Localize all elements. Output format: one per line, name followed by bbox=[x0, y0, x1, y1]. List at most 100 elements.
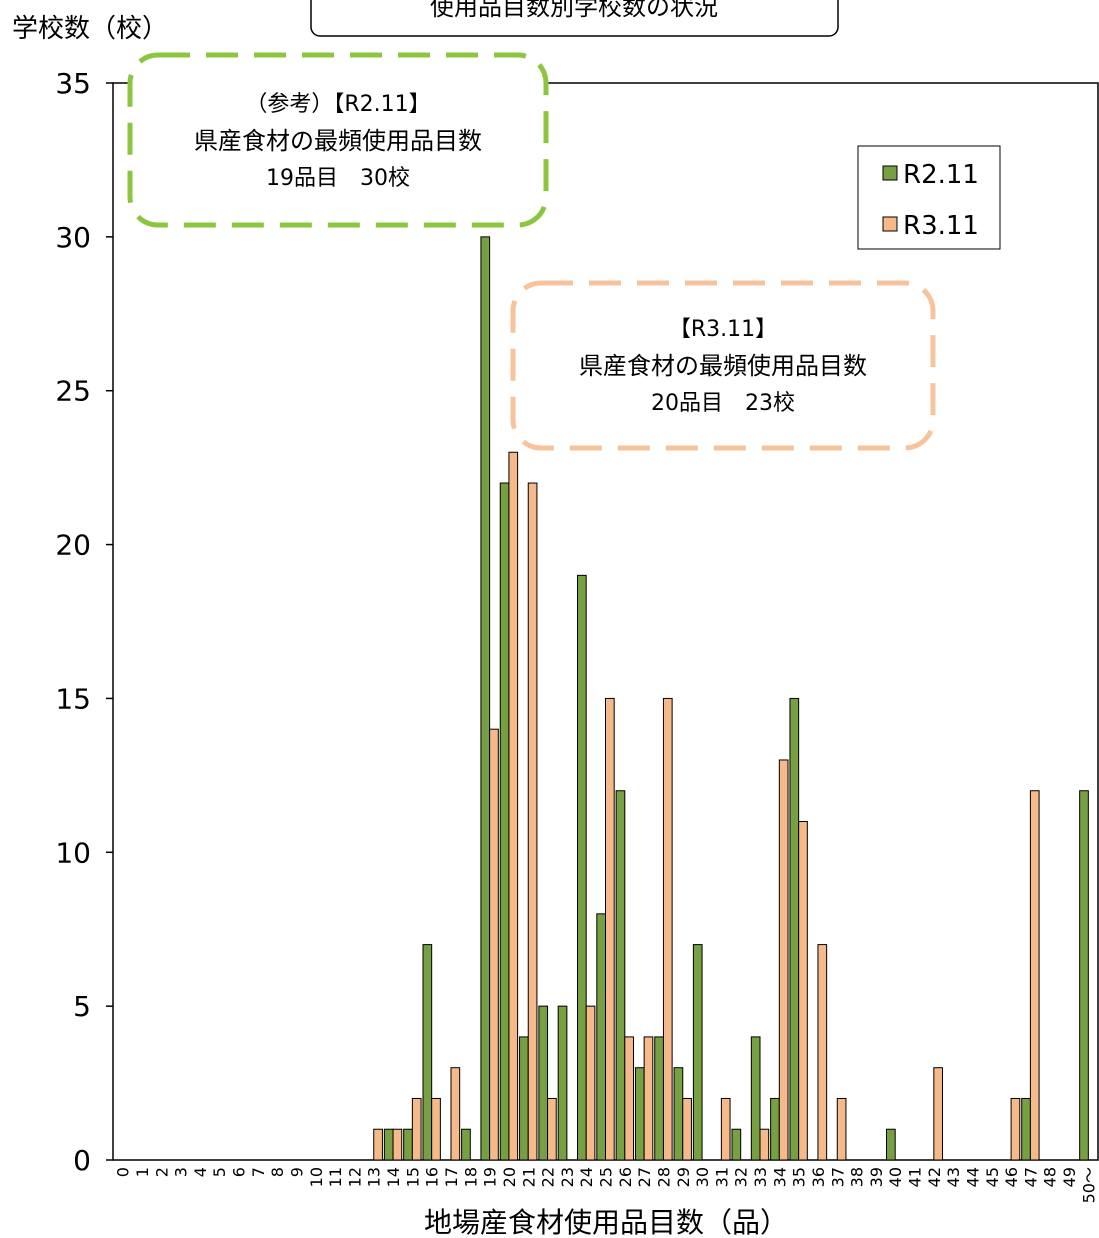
x-tick-label: 39 bbox=[867, 1167, 886, 1187]
bar bbox=[489, 728, 499, 1161]
bar bbox=[480, 236, 491, 1161]
annotation-r3-line3: 20品目 23校 bbox=[651, 391, 795, 416]
x-tick-label: 16 bbox=[423, 1167, 442, 1187]
x-tick-label: 33 bbox=[751, 1167, 770, 1187]
bar bbox=[383, 1128, 394, 1161]
x-tick-label: 10 bbox=[307, 1167, 326, 1187]
annotation-r2-line1: （参考）【R2.11】 bbox=[245, 92, 431, 117]
bar bbox=[731, 1128, 742, 1161]
legend-label-r3: R3.11 bbox=[903, 211, 979, 241]
x-tick-label: 30 bbox=[693, 1167, 712, 1187]
x-tick-label: 12 bbox=[345, 1167, 364, 1187]
bar bbox=[508, 451, 519, 1161]
x-tick-label: 0 bbox=[114, 1167, 133, 1177]
x-tick-label: 34 bbox=[770, 1167, 789, 1187]
bar bbox=[615, 790, 626, 1161]
annotation-r2-line3: 19品目 30校 bbox=[266, 166, 410, 191]
x-tick-label: 1 bbox=[133, 1167, 152, 1177]
annotation-r2: （参考）【R2.11】 県産食材の最頻使用品目数 19品目 30校 bbox=[130, 86, 546, 197]
x-tick-label: 41 bbox=[906, 1167, 925, 1187]
y-tick-label: 35 bbox=[55, 67, 91, 100]
bar bbox=[450, 1067, 461, 1161]
x-tick-label: 6 bbox=[230, 1167, 249, 1177]
annotation-r3-line1: 【R3.11】 bbox=[668, 317, 778, 342]
bar bbox=[750, 1036, 761, 1161]
annotation-box-r2 bbox=[127, 52, 549, 228]
x-tick-label: 36 bbox=[809, 1167, 828, 1187]
legend-label-r2: R2.11 bbox=[903, 160, 979, 190]
y-tick-label: 5 bbox=[73, 990, 91, 1023]
x-tick-label: 21 bbox=[519, 1167, 538, 1187]
bar bbox=[778, 759, 789, 1161]
bar bbox=[403, 1128, 413, 1161]
x-tick-label: 26 bbox=[616, 1167, 635, 1187]
x-tick-label: 14 bbox=[384, 1167, 403, 1187]
legend-swatch-r2 bbox=[882, 165, 898, 181]
y-tick-label: 0 bbox=[73, 1144, 91, 1177]
x-tick-label: 43 bbox=[944, 1167, 963, 1187]
x-tick-label: 31 bbox=[712, 1167, 731, 1187]
x-tick-label: 49 bbox=[1060, 1167, 1079, 1187]
bar bbox=[392, 1128, 403, 1161]
bar bbox=[643, 1036, 654, 1161]
bar bbox=[836, 1097, 847, 1161]
x-tick-label: 15 bbox=[403, 1167, 422, 1187]
annotation-box-r3 bbox=[510, 280, 936, 451]
bar bbox=[682, 1097, 692, 1161]
x-tick-label: 4 bbox=[191, 1167, 210, 1177]
bar bbox=[886, 1128, 896, 1161]
bar bbox=[538, 1005, 549, 1161]
x-tick-label: 8 bbox=[268, 1167, 287, 1177]
x-tick-label: 3 bbox=[172, 1167, 191, 1177]
bar bbox=[817, 944, 828, 1161]
x-tick-label: 17 bbox=[442, 1167, 461, 1187]
bar bbox=[422, 944, 433, 1161]
bars bbox=[373, 236, 1089, 1161]
x-tick-label: 5 bbox=[210, 1167, 229, 1177]
bar bbox=[1021, 1097, 1031, 1161]
x-tick-label: 35 bbox=[790, 1167, 809, 1187]
bar bbox=[596, 913, 606, 1161]
legend-swatch-r3 bbox=[882, 216, 898, 232]
x-tick-label: 42 bbox=[925, 1167, 944, 1187]
x-tick-label: 50～ bbox=[1079, 1167, 1098, 1203]
bar bbox=[654, 1036, 664, 1161]
bar bbox=[1079, 790, 1089, 1161]
bar bbox=[519, 1036, 529, 1161]
bar bbox=[720, 1097, 731, 1161]
bar bbox=[431, 1097, 441, 1161]
x-tick-label: 24 bbox=[577, 1167, 596, 1187]
bar bbox=[770, 1097, 780, 1161]
bar bbox=[634, 1067, 645, 1161]
x-tick-label: 13 bbox=[365, 1167, 384, 1187]
x-tick-label: 19 bbox=[481, 1167, 500, 1187]
x-tick-label: 2 bbox=[152, 1167, 171, 1177]
bar bbox=[499, 482, 510, 1161]
x-tick-label: 47 bbox=[1021, 1167, 1040, 1187]
legend: R2.11 R3.11 bbox=[857, 145, 1001, 250]
y-tick-label: 25 bbox=[55, 375, 91, 408]
bar bbox=[557, 1005, 568, 1161]
y-tick-label: 30 bbox=[55, 221, 91, 254]
x-tick-label: 40 bbox=[886, 1167, 905, 1187]
bar bbox=[789, 697, 800, 1161]
bar bbox=[605, 697, 615, 1161]
bar bbox=[527, 482, 538, 1161]
x-tick-label: 25 bbox=[597, 1167, 616, 1187]
x-tick-label: 44 bbox=[963, 1167, 982, 1187]
x-tick-label: 11 bbox=[326, 1167, 345, 1187]
x-tick-label: 20 bbox=[500, 1167, 519, 1187]
x-tick-label: 45 bbox=[983, 1167, 1002, 1187]
bar bbox=[662, 697, 673, 1161]
bar bbox=[624, 1036, 634, 1161]
annotation-r3: 【R3.11】 県産食材の最頻使用品目数 20品目 23校 bbox=[513, 311, 933, 422]
bar bbox=[673, 1067, 684, 1161]
annotation-r3-line2: 県産食材の最頻使用品目数 bbox=[579, 352, 867, 380]
x-tick-label: 27 bbox=[635, 1167, 654, 1187]
x-tick-label: 48 bbox=[1041, 1167, 1060, 1187]
bar bbox=[1010, 1097, 1021, 1161]
bar bbox=[547, 1097, 557, 1161]
bar bbox=[692, 944, 703, 1161]
x-axis: 0 1 2 3 4 5 6 7 8 9 10 11 12 13 14 15 16 17 18 19 20 21 22 23 24… bbox=[114, 1167, 1099, 1203]
bar bbox=[1029, 790, 1040, 1161]
